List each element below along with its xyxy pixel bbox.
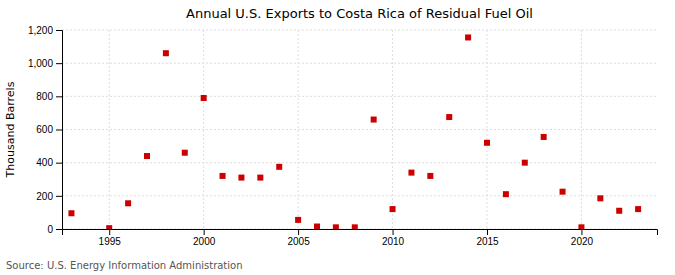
point [201,95,207,101]
tick-mark [56,229,62,230]
point [220,173,226,179]
tick-label: 400 [36,157,53,168]
point [333,224,339,229]
tick: 1,000 [28,58,62,69]
tick-mark [109,229,110,235]
point [390,206,396,212]
tick: 1,200 [28,25,62,36]
tick-label: 1995 [99,236,122,247]
point [446,114,452,120]
point [276,164,282,170]
point [182,150,188,156]
grid-line [62,195,657,196]
tick-mark [56,30,62,31]
y-axis-title: Thousand Barrels [4,81,17,178]
point [144,153,150,159]
tick: 800 [36,91,62,102]
tick-mark [56,96,62,97]
grid-line [203,30,204,229]
point [484,140,490,146]
tick-label: 2020 [571,236,594,247]
point [522,160,528,166]
grid-line [62,96,657,97]
title: Annual U.S. Exports to Costa Rica of Res… [186,6,533,21]
tick-label: 2010 [382,236,405,247]
grid-line [581,30,582,229]
tick-mark [393,229,394,235]
tick-mark [56,196,62,197]
tick-label: 800 [36,91,53,102]
point [465,34,471,40]
grid [62,30,657,229]
point [352,224,358,229]
source-note: Source: U.S. Energy Information Administ… [6,260,243,271]
tick-label: 2015 [476,236,499,247]
point [578,224,584,229]
grid-line [62,129,657,130]
point [295,217,301,223]
tick-label: 1,000 [28,58,53,69]
tick-label: 1,200 [28,25,53,36]
point [616,208,622,214]
x-axis: 1995 2000 2005 2010 2015 2020 [63,229,658,247]
point [68,210,74,216]
point [560,189,566,195]
tick-label: 0 [47,224,53,235]
tick-mark [56,130,62,131]
tick: 1995 [99,229,122,247]
tick-mark [56,63,62,64]
grid-line [62,30,657,31]
tick-label: 600 [36,124,53,135]
tick: 2015 [476,229,499,247]
tick: 400 [36,157,62,168]
tick-mark [487,229,488,235]
point [427,173,433,179]
point [163,50,169,56]
grid-line [109,30,110,229]
axis-line [56,31,63,230]
tick: 600 [36,124,62,135]
point [106,225,112,229]
grid-line [392,30,393,229]
tick: 2020 [571,229,594,247]
tick: 0 [47,224,62,235]
tick-label: 200 [36,191,53,202]
point [371,117,377,123]
points [68,34,641,229]
tick: 2005 [287,229,310,247]
point [408,170,414,176]
point [597,195,603,201]
grid-line [62,162,657,163]
point [257,175,263,181]
tick-mark [204,229,205,235]
y-axis: 0 200 400 600 800 1,000 1,200 [28,25,63,235]
point [238,175,244,181]
chart: 1995 2000 2005 2010 2015 2020 0 200 400 600 800 1,0… [0,0,675,275]
point [314,224,320,229]
tick: 200 [36,191,62,202]
tick-label: 2005 [287,236,310,247]
axis-line [63,230,658,236]
point [541,134,547,140]
tick: 2010 [382,229,405,247]
grid-line [298,30,299,229]
grid-line [487,30,488,229]
tick: 2000 [193,229,216,247]
point [125,200,131,206]
point [635,206,641,212]
point [503,191,509,197]
tick-mark [581,229,582,235]
grid-line [62,63,657,64]
tick-mark [56,163,62,164]
plot-area: 1995 2000 2005 2010 2015 2020 0 200 400 600 800 1,0… [28,25,658,247]
tick-label: 2000 [193,236,216,247]
tick-mark [298,229,299,235]
